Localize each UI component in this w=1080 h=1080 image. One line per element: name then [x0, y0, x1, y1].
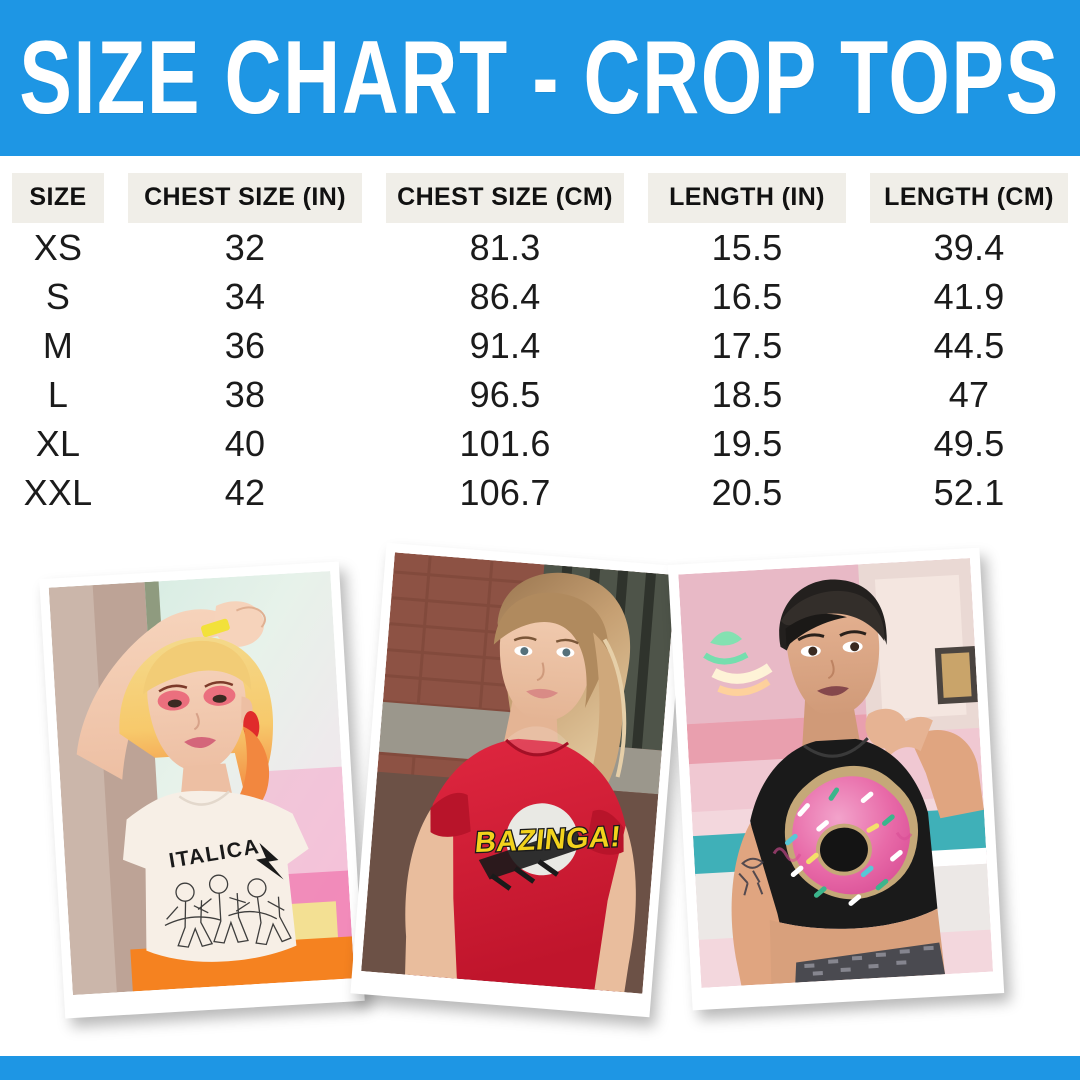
- table-row: S 34 86.4 16.5 41.9: [0, 272, 1080, 321]
- cell-length-cm: 52.1: [933, 471, 1005, 513]
- cell-chest-in: 36: [224, 324, 266, 366]
- cell-chest-in: 32: [224, 226, 266, 268]
- column-header-chest-cm: CHEST SIZE (CM): [374, 173, 636, 223]
- page-title: SIZE CHART - CROP TOPS: [19, 20, 1061, 136]
- cell-length-cm: 44.5: [933, 324, 1005, 366]
- cell-chest-cm: 101.6: [459, 422, 551, 464]
- cell-chest-cm: 86.4: [469, 275, 541, 317]
- product-photo-italica-image: ITALICA: [48, 571, 355, 996]
- cell-length-in: 20.5: [711, 471, 783, 513]
- product-photo-bazinga: BAZINGA!: [350, 542, 686, 1018]
- table-row: XL 40 101.6 19.5 49.5: [0, 419, 1080, 468]
- product-photo-italica: ITALICA: [39, 561, 365, 1019]
- cell-length-in: 19.5: [711, 422, 783, 464]
- cell-length-in: 15.5: [711, 226, 783, 268]
- cell-length-cm: 47: [948, 373, 990, 415]
- size-chart-table-container: SIZE CHEST SIZE (IN) CHEST SIZE (CM) LEN…: [0, 173, 1080, 517]
- cell-size: XL: [35, 422, 81, 464]
- table-row: XXL 42 106.7 20.5 52.1: [0, 468, 1080, 517]
- table-row: M 36 91.4 17.5 44.5: [0, 321, 1080, 370]
- cell-chest-in: 38: [224, 373, 266, 415]
- cell-size: XS: [33, 226, 83, 268]
- cell-length-cm: 41.9: [933, 275, 1005, 317]
- cell-length-in: 16.5: [711, 275, 783, 317]
- cell-chest-in: 40: [224, 422, 266, 464]
- cell-length-cm: 39.4: [933, 226, 1005, 268]
- page-header-banner: SIZE CHART - CROP TOPS: [0, 0, 1080, 156]
- column-header-chest-in: CHEST SIZE (IN): [116, 173, 374, 223]
- column-header-length-in: LENGTH (IN): [636, 173, 858, 223]
- product-photo-strip: ITALICA: [0, 542, 1080, 1048]
- cell-size: M: [42, 324, 74, 366]
- cell-length-in: 18.5: [711, 373, 783, 415]
- svg-text:BAZINGA!: BAZINGA!: [474, 821, 623, 859]
- cell-chest-in: 42: [224, 471, 266, 513]
- table-row: L 38 96.5 18.5 47: [0, 370, 1080, 419]
- cell-size: XXL: [23, 471, 93, 513]
- table-header-row: SIZE CHEST SIZE (IN) CHEST SIZE (CM) LEN…: [0, 173, 1080, 223]
- product-photo-donut-image: [678, 558, 993, 988]
- column-header-length-cm: LENGTH (CM): [858, 173, 1080, 223]
- product-photo-bazinga-image: BAZINGA!: [361, 552, 676, 994]
- cell-chest-in: 34: [224, 275, 266, 317]
- cell-chest-cm: 96.5: [469, 373, 541, 415]
- size-chart-table: SIZE CHEST SIZE (IN) CHEST SIZE (CM) LEN…: [0, 173, 1080, 517]
- cell-size: S: [45, 275, 71, 317]
- table-body: XS 32 81.3 15.5 39.4 S 34 86.4 16.5 41.9…: [0, 223, 1080, 517]
- cell-chest-cm: 81.3: [469, 226, 541, 268]
- footer-bar: [0, 1056, 1080, 1080]
- cell-length-cm: 49.5: [933, 422, 1005, 464]
- cell-size: L: [47, 373, 69, 415]
- cell-length-in: 17.5: [711, 324, 783, 366]
- product-photo-donut: [667, 547, 1005, 1011]
- table-row: XS 32 81.3 15.5 39.4: [0, 223, 1080, 272]
- cell-chest-cm: 106.7: [459, 471, 551, 513]
- cell-chest-cm: 91.4: [469, 324, 541, 366]
- column-header-size: SIZE: [0, 173, 116, 223]
